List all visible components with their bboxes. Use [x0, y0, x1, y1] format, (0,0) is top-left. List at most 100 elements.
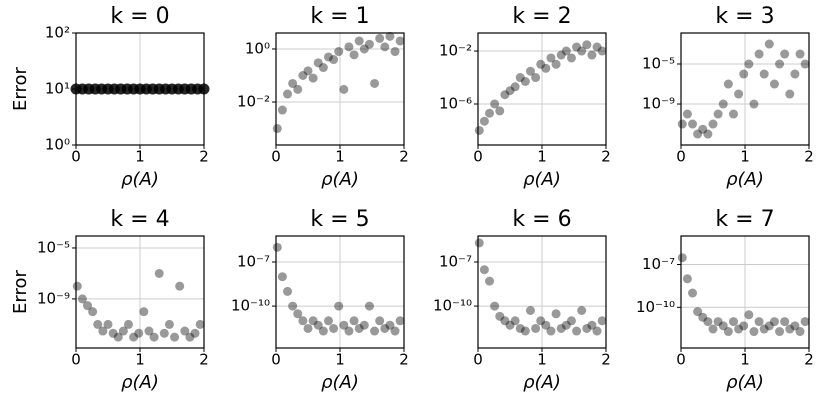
point [780, 49, 790, 59]
x-tick-label: 2 [399, 148, 409, 166]
x-tick-label: 2 [601, 351, 611, 369]
x-tick-label: 0 [71, 148, 81, 166]
point [170, 332, 180, 342]
point [536, 59, 546, 69]
point [474, 238, 484, 248]
point [283, 89, 293, 99]
point [572, 42, 582, 52]
point [113, 332, 123, 342]
point [303, 66, 313, 76]
point [556, 323, 566, 333]
point [713, 317, 723, 327]
point [698, 124, 708, 134]
point [520, 76, 530, 86]
point [175, 281, 185, 291]
y-tick-label: 10⁻⁹ [37, 289, 70, 307]
axes-frame [477, 32, 607, 146]
axes-frame [75, 235, 205, 349]
point [490, 301, 500, 311]
x-tick-label: 0 [71, 351, 81, 369]
point [298, 71, 308, 81]
y-tick-label: 10⁻⁷ [642, 255, 675, 273]
point [566, 53, 576, 63]
point [380, 323, 390, 333]
point [134, 328, 144, 338]
y-tick-label: 10⁻¹⁰ [636, 298, 675, 316]
point [339, 320, 349, 330]
y-tick-label: 10⁻⁵ [642, 55, 675, 73]
point [354, 323, 364, 333]
x-tick-label: 2 [199, 351, 209, 369]
point [693, 307, 703, 317]
x-tick-label: 0 [271, 351, 281, 369]
point [723, 327, 733, 337]
point [531, 323, 541, 333]
point [93, 319, 103, 329]
point [718, 321, 728, 331]
x-tick-label: 0 [676, 351, 686, 369]
point [790, 321, 800, 331]
point [800, 317, 810, 327]
point [582, 40, 592, 50]
point [541, 63, 551, 73]
point [688, 119, 698, 129]
point [775, 59, 785, 69]
point [354, 36, 364, 46]
point [344, 326, 354, 336]
point [775, 327, 785, 337]
point [277, 272, 287, 282]
point [510, 316, 520, 326]
x-tick-label: 2 [601, 148, 611, 166]
axes-frame [275, 32, 405, 146]
y-tick-label: 10⁻² [237, 93, 270, 111]
point [288, 301, 298, 311]
panel-title: k = 7 [715, 207, 774, 232]
y-tick-label: 10⁻⁷ [439, 253, 472, 271]
point [185, 332, 195, 342]
axes-frame [275, 235, 405, 349]
point [329, 323, 339, 333]
y-tick-label: 10⁰ [45, 136, 70, 154]
point [485, 276, 495, 286]
point [164, 319, 174, 329]
point [370, 78, 380, 88]
point [129, 332, 139, 342]
x-axis-label: ρ(A) [523, 169, 561, 190]
point [693, 129, 703, 139]
point [364, 39, 374, 49]
point [587, 50, 597, 60]
x-axis-label: ρ(A) [321, 169, 359, 190]
point [272, 124, 282, 134]
point [98, 326, 108, 336]
y-tick-label: 10⁻² [439, 42, 472, 60]
point [364, 301, 374, 311]
x-tick-label: 2 [804, 148, 814, 166]
point [698, 312, 708, 322]
point [546, 326, 556, 336]
point [577, 46, 587, 56]
point [154, 268, 164, 278]
point [103, 319, 113, 329]
point [744, 310, 754, 320]
point [785, 324, 795, 334]
axes-frame [680, 235, 810, 349]
point [375, 33, 385, 43]
point [500, 90, 510, 100]
y-axis-label: Error [10, 66, 31, 110]
point [795, 49, 805, 59]
point [734, 324, 744, 334]
point [525, 66, 535, 76]
point [490, 99, 500, 109]
point [592, 42, 602, 52]
x-axis-label: ρ(A) [121, 169, 159, 190]
point [795, 327, 805, 337]
point [764, 321, 774, 331]
point [739, 69, 749, 79]
x-tick-label: 1 [740, 148, 750, 166]
point [272, 242, 282, 252]
point [313, 320, 323, 330]
point [582, 323, 592, 333]
point [536, 316, 546, 326]
y-tick-label: 10² [45, 24, 70, 42]
